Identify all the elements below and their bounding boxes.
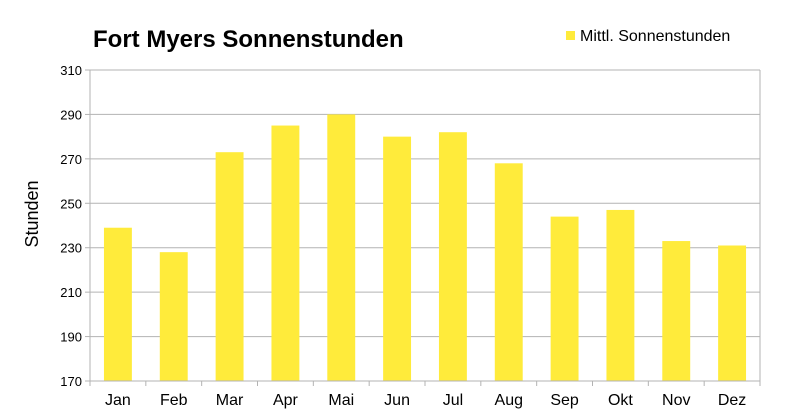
x-tick-label: Aug [495, 392, 523, 409]
y-tick-label: 250 [60, 196, 82, 211]
bar [606, 209, 635, 381]
bar [271, 125, 300, 382]
legend-swatch [566, 31, 575, 40]
y-tick-label: 290 [60, 107, 82, 122]
y-tick-label: 190 [60, 330, 82, 345]
bar [662, 241, 691, 381]
bar [718, 245, 747, 381]
x-tick-label: Jul [443, 392, 463, 409]
x-tick-label: Okt [608, 392, 633, 409]
bar [103, 227, 132, 381]
y-axis-label: Stunden [22, 180, 42, 247]
bar [383, 136, 412, 381]
y-tick-labels: 170 190 210 230 250 270 290 310 [60, 63, 82, 389]
x-tick-label: Dez [718, 392, 746, 409]
bar [494, 163, 523, 381]
bar [215, 152, 244, 381]
x-tick-label: Feb [160, 392, 188, 409]
y-tick-label: 310 [60, 63, 82, 78]
x-tick-label: Mar [216, 392, 244, 409]
x-tick-label: Mai [328, 392, 354, 409]
legend: Mittl. Sonnenstunden [566, 28, 730, 45]
bar [327, 114, 356, 381]
gridlines [90, 69, 760, 382]
bar [159, 252, 188, 381]
x-tick-label: Nov [662, 392, 690, 409]
chart-title: Fort Myers Sonnenstunden [93, 26, 404, 53]
bars [103, 114, 747, 382]
y-tick-label: 270 [60, 152, 82, 167]
x-tick-label: Apr [273, 392, 299, 409]
legend-label: Mittl. Sonnenstunden [580, 28, 730, 45]
x-tick-label: Sep [550, 392, 579, 409]
bar [438, 132, 467, 381]
axes [85, 69, 761, 386]
y-tick-label: 230 [60, 241, 82, 256]
y-tick-label: 210 [60, 285, 82, 300]
y-tick-label: 170 [60, 374, 82, 389]
x-tick-labels: Jan Feb Mar Apr Mai Jun Jul Aug Sep Okt Nov Dez [105, 392, 746, 409]
x-tick-label: Jan [105, 392, 131, 409]
x-tick-label: Jun [384, 392, 410, 409]
bar [550, 216, 579, 381]
